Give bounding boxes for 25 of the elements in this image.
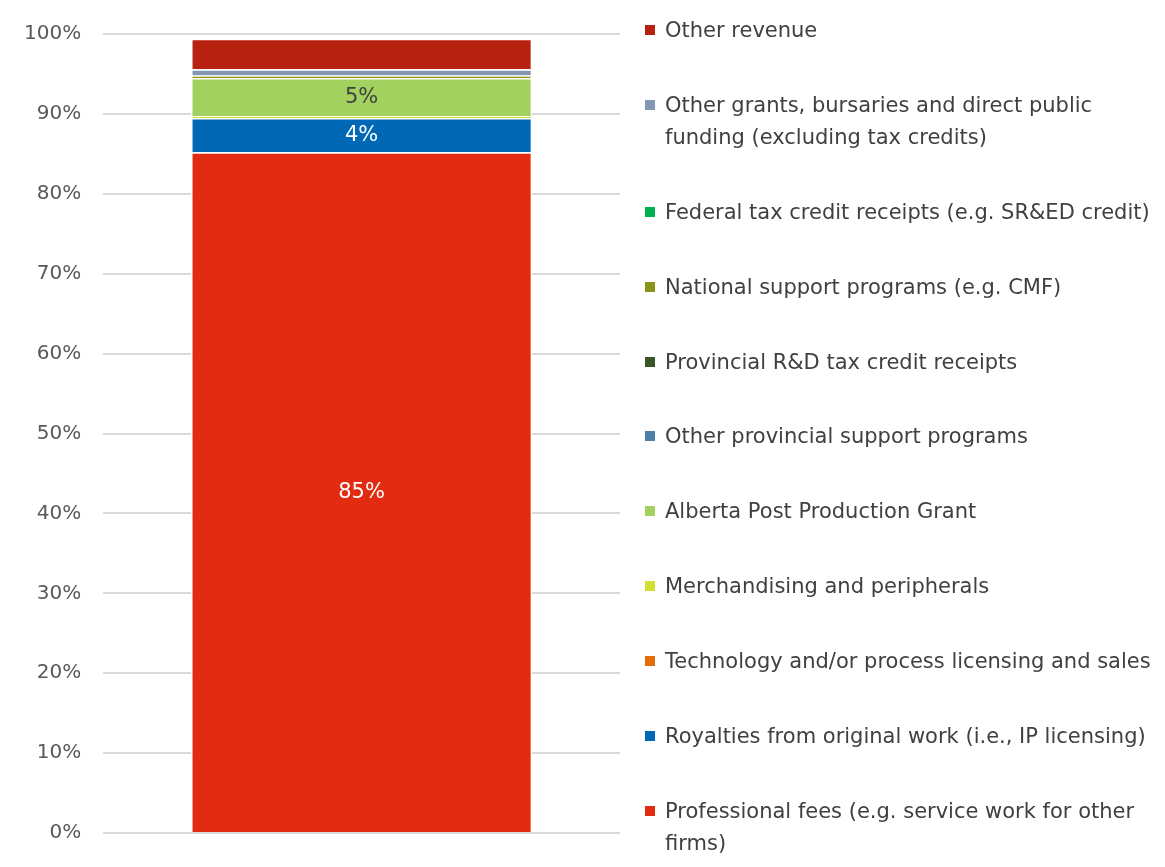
legend-label: Other revenue bbox=[665, 17, 818, 44]
data-label: 5% bbox=[344, 83, 379, 108]
y-tick-label: 80% bbox=[36, 180, 82, 204]
y-tick-label: 10% bbox=[36, 739, 82, 764]
legend-label: National support programs (e.g. CMF) bbox=[665, 273, 1062, 301]
legend-label: Federal tax credit receipts (e.g. SR&ED credit) bbox=[665, 198, 1150, 226]
legend-label: Alberta Post Production Grant bbox=[665, 498, 977, 526]
y-tick-label: 0% bbox=[49, 819, 82, 844]
legend-label: Provincial R&D tax credit receipts bbox=[665, 348, 1018, 376]
y-tick-label: 40% bbox=[36, 499, 82, 524]
y-tick-label: 50% bbox=[36, 419, 82, 444]
y-tick-label: 20% bbox=[36, 659, 82, 684]
data-label: 4% bbox=[344, 121, 379, 146]
legend-label: Merchandising and peripherals bbox=[665, 573, 990, 601]
y-tick-label: 60% bbox=[36, 339, 82, 364]
data-label: 85% bbox=[338, 478, 385, 503]
legend-label: Other grants, bursaries and direct public funding (excluding tax credits) bbox=[665, 91, 1094, 151]
y-tick-label: 90% bbox=[36, 100, 82, 125]
y-tick-label: 70% bbox=[36, 259, 82, 284]
y-tick-label: 100% bbox=[23, 20, 82, 45]
legend-label: Technology and/or process licensing and sales bbox=[665, 648, 1151, 676]
legend-label: Professional fees (e.g. service work for other firms) bbox=[665, 797, 1136, 857]
legend-label: Other provincial support programs bbox=[665, 423, 1028, 451]
y-tick-label: 30% bbox=[36, 579, 82, 604]
legend-label: Royalties from original work (i.e., IP licensing) bbox=[665, 723, 1146, 750]
